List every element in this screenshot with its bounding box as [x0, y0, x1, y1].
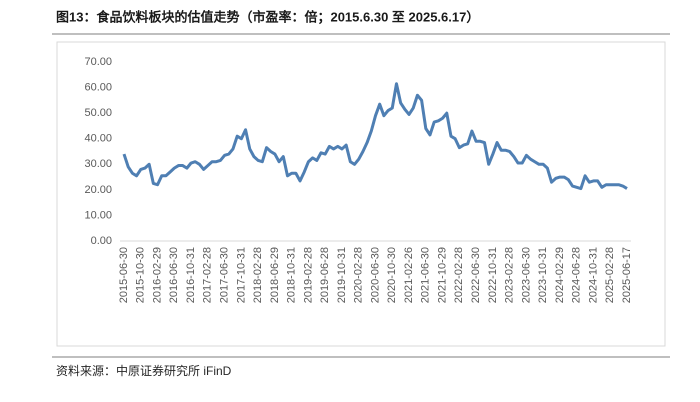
x-tick-label: 2018-06-29	[269, 247, 281, 303]
x-tick-label: 2016-06-30	[168, 247, 180, 303]
x-tick-label: 2015-06-30	[118, 247, 130, 303]
y-tick-label: 40.00	[84, 133, 112, 145]
x-tick-label: 2016-02-29	[151, 247, 163, 303]
x-tick-label: 2018-10-31	[286, 247, 298, 303]
data-line	[122, 82, 628, 191]
y-tick-label: 70.00	[84, 56, 112, 68]
x-tick-label: 2024-06-28	[571, 247, 583, 303]
x-tick-label: 2019-06-28	[319, 247, 331, 303]
x-tick-label: 2020-10-30	[386, 247, 398, 303]
x-tick-label: 2025-02-28	[604, 247, 616, 303]
source-note: 资料来源：中原证券研究所 iFinD	[56, 363, 232, 378]
x-tick-label: 2019-02-28	[302, 247, 314, 303]
x-tick-label: 2022-02-28	[453, 247, 465, 303]
x-tick-label: 2017-02-28	[202, 247, 214, 303]
x-tick-label: 2021-06-30	[420, 247, 432, 303]
y-tick-label: 50.00	[84, 107, 112, 119]
x-tick-label: 2023-06-30	[520, 247, 532, 303]
x-tick-label: 2020-06-30	[369, 247, 381, 303]
x-tick-label: 2016-10-31	[185, 247, 197, 303]
y-tick-label: 20.00	[84, 184, 112, 196]
x-tick-label: 2024-10-31	[587, 247, 599, 303]
x-tick-label: 2022-10-31	[487, 247, 499, 303]
x-tick-label: 2023-02-28	[504, 247, 516, 303]
x-tick-label: 2022-06-30	[470, 247, 482, 303]
y-tick-label: 10.00	[84, 209, 112, 221]
x-tick-label: 2024-02-29	[554, 247, 566, 303]
x-tick-label: 2017-06-30	[219, 247, 231, 303]
x-tick-label: 2020-02-28	[353, 247, 365, 303]
x-tick-label: 2019-10-31	[336, 247, 348, 303]
x-tick-label: 2025-06-17	[621, 247, 633, 303]
chart-title: 图13：食品饮料板块的估值走势（市盈率：倍；2015.6.30 至 2025.6…	[56, 9, 479, 25]
x-tick-label: 2017-10-31	[235, 247, 247, 303]
y-tick-label: 30.00	[84, 158, 112, 170]
x-tick-label: 2023-10-31	[537, 247, 549, 303]
y-tick-label: 60.00	[84, 81, 112, 93]
y-tick-label: 0.00	[91, 235, 112, 247]
x-tick-label: 2015-10-30	[135, 247, 147, 303]
plot-frame	[56, 41, 666, 347]
x-tick-label: 2018-02-28	[252, 247, 264, 303]
x-tick-label: 2021-10-29	[436, 247, 448, 303]
x-tick-label: 2021-02-26	[403, 247, 415, 303]
